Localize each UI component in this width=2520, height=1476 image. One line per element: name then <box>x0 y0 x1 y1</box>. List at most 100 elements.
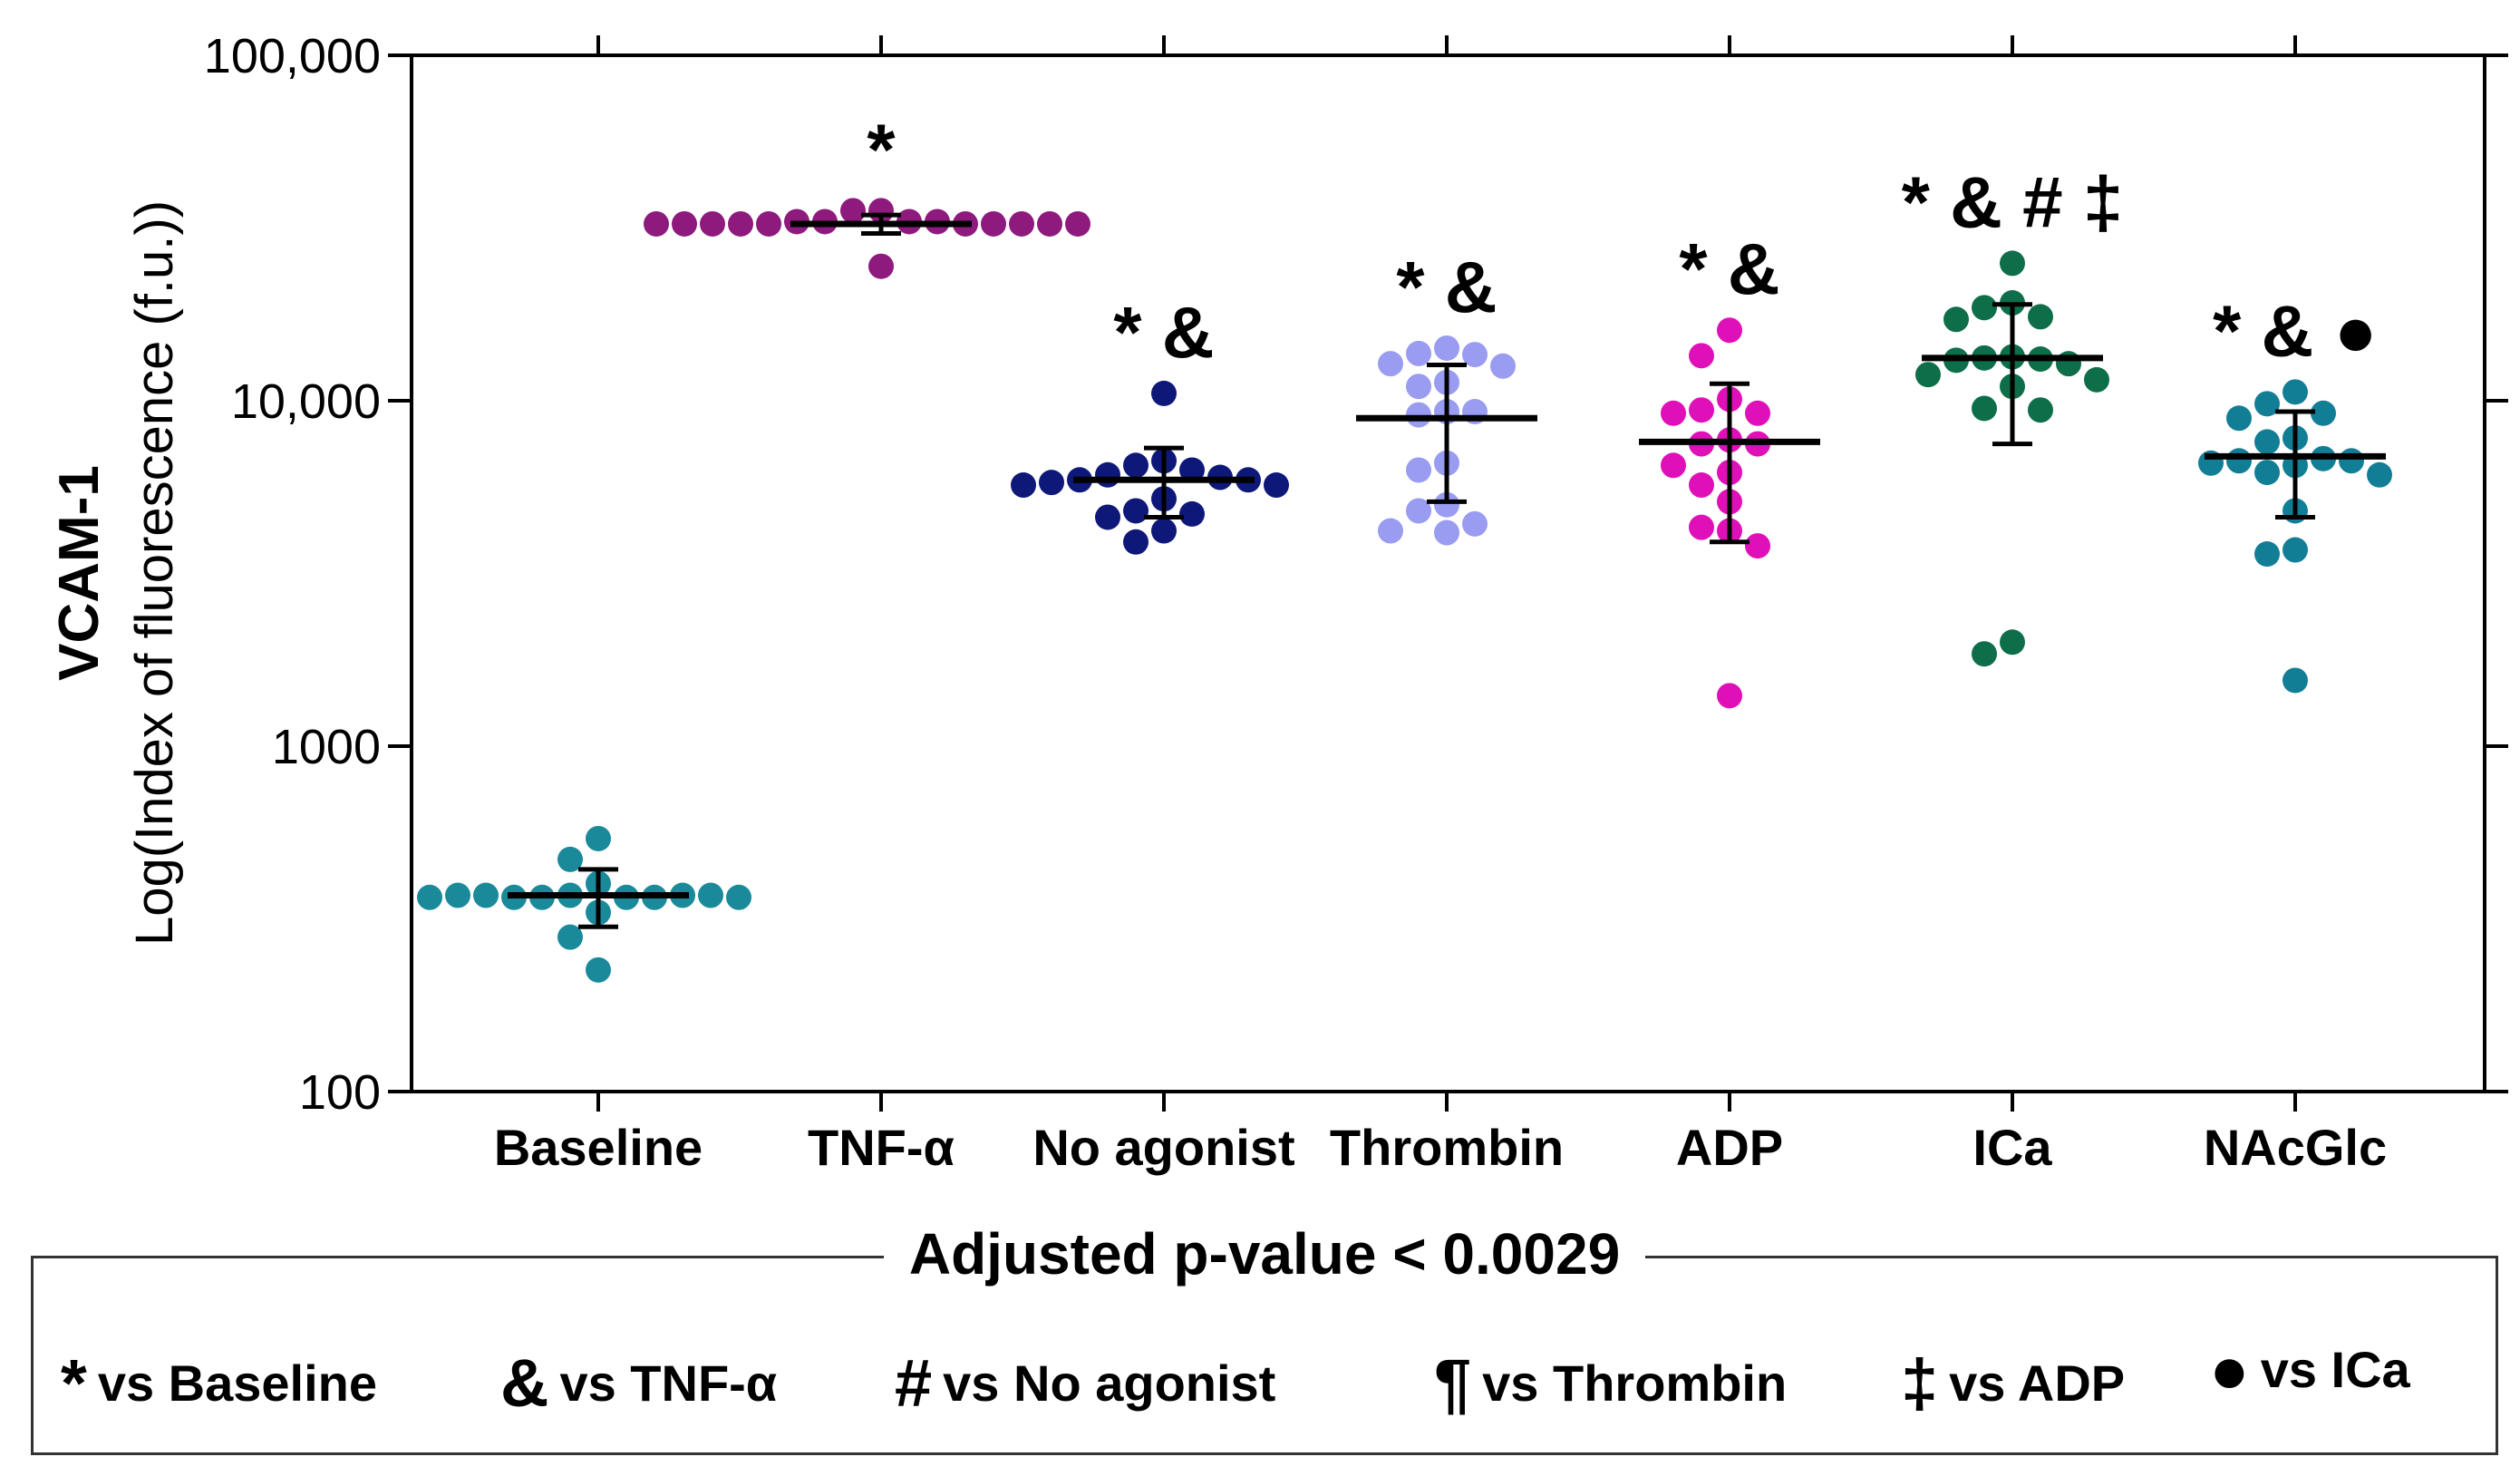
data-point <box>557 924 583 950</box>
group-nacglc: * & ● <box>2198 290 2392 694</box>
data-point <box>1943 306 1969 333</box>
category-label: Thrombin <box>1330 1119 1564 1176</box>
vcam1-chart: 100 1000 10,000 100,000 Baseline TNF-α No ago… <box>48 29 2508 1176</box>
data-point <box>840 198 866 224</box>
data-point <box>2254 391 2280 417</box>
group-baseline <box>417 825 751 983</box>
data-point <box>2000 250 2025 277</box>
legend-label: vs ADP <box>1949 1355 2126 1412</box>
data-point <box>1717 317 1742 344</box>
significance-marker: * & # ‡ <box>1902 161 2124 242</box>
data-point <box>2226 448 2252 474</box>
data-point <box>1406 340 1431 366</box>
plot-frame <box>410 53 2486 1093</box>
data-point <box>1378 518 1403 544</box>
legend-label: vs Thrombin <box>1482 1355 1788 1412</box>
data-point <box>2028 304 2053 330</box>
data-point <box>981 210 1006 237</box>
data-point <box>1378 351 1403 377</box>
legend-item-adp: ‡ vs ADP <box>1901 1345 2125 1422</box>
data-point <box>445 882 470 908</box>
data-point <box>1972 295 1997 321</box>
data-point <box>2283 537 2308 563</box>
group-thrombin: * & <box>1356 247 1537 546</box>
data-point <box>2283 379 2308 405</box>
data-point <box>1689 472 1714 499</box>
data-point <box>1151 380 1177 406</box>
data-point <box>728 210 753 237</box>
data-point <box>1689 514 1714 540</box>
data-point <box>1972 395 1997 422</box>
pilcrow-icon: ¶ <box>1434 1345 1472 1421</box>
significance-marker: * & <box>1679 228 1779 309</box>
data-point <box>1095 504 1120 530</box>
legend-item-thrombin: ¶ vs Thrombin <box>1434 1345 1787 1422</box>
data-point <box>1406 457 1431 483</box>
data-point <box>557 846 583 872</box>
data-point <box>2254 541 2280 568</box>
legend: Adjusted p-value < 0.0029 * vs Baseline &… <box>31 1221 2498 1455</box>
data-point <box>1065 210 1090 237</box>
y-tick-label: 10,000 <box>231 374 381 429</box>
significance-marker: * & <box>1113 292 1214 373</box>
data-point <box>1039 470 1064 496</box>
data-point <box>1689 397 1714 423</box>
data-point <box>1123 498 1149 524</box>
data-point <box>1009 210 1034 237</box>
category-label: ICa <box>1972 1119 2052 1176</box>
data-point <box>1745 533 1770 559</box>
bullet-icon: ● <box>2209 1332 2250 1407</box>
data-point <box>1434 520 1459 546</box>
data-point <box>1123 529 1149 555</box>
data-point <box>1151 518 1177 544</box>
double-dagger-icon: ‡ <box>1901 1345 1939 1421</box>
y-tick-label: 100 <box>299 1065 381 1120</box>
group-no-agonist: * & <box>1011 292 1289 555</box>
y-axis-subtitle: Log(Index of fluorescence (f.u.)) <box>125 200 184 946</box>
data-point <box>417 884 442 910</box>
legend-label: vs ICa <box>2260 1341 2410 1398</box>
y-tick-label: 1000 <box>272 720 381 774</box>
data-point <box>2226 405 2252 432</box>
data-point <box>2000 629 2025 655</box>
legend-item-ica: ● vs ICa <box>2209 1331 2410 1408</box>
category-label: TNF-α <box>808 1119 955 1176</box>
significance-marker: * & <box>1396 247 1497 327</box>
data-point <box>473 882 499 908</box>
data-point <box>1490 353 1516 379</box>
data-point <box>1434 335 1459 361</box>
data-point <box>1661 400 1686 426</box>
data-point <box>2254 429 2280 455</box>
data-point <box>1406 402 1431 428</box>
hash-icon: # <box>895 1345 933 1421</box>
data-point <box>2339 448 2364 474</box>
group-adp: * & <box>1639 228 1820 709</box>
data-point <box>756 210 781 237</box>
legend-label: vs No agonist <box>943 1355 1276 1412</box>
category-label: No agonist <box>1032 1119 1294 1176</box>
category-label: Baseline <box>494 1119 703 1176</box>
data-point <box>1661 452 1686 479</box>
category-label: ADP <box>1676 1119 1783 1176</box>
data-point <box>586 825 611 851</box>
data-point <box>2084 366 2109 393</box>
ampersand-icon: & <box>500 1345 549 1421</box>
data-point <box>1406 374 1431 400</box>
data-point <box>1037 210 1062 237</box>
data-point <box>672 210 697 237</box>
data-point <box>2283 667 2308 694</box>
y-tick-label: 100,000 <box>204 29 381 83</box>
group-tnf-: * <box>644 109 1090 279</box>
data-point <box>2254 460 2280 486</box>
data-point <box>698 882 723 908</box>
data-point <box>1264 472 1289 499</box>
legend-item-tnf: & vs TNF-α <box>500 1345 777 1422</box>
data-point <box>1745 400 1770 426</box>
data-point <box>1972 641 1997 667</box>
data-point <box>1123 452 1149 479</box>
data-point <box>2311 400 2336 426</box>
data-point <box>1462 510 1488 537</box>
data-point <box>1915 362 1941 388</box>
data-point <box>1179 500 1205 527</box>
legend-label: vs TNF-α <box>559 1355 778 1412</box>
